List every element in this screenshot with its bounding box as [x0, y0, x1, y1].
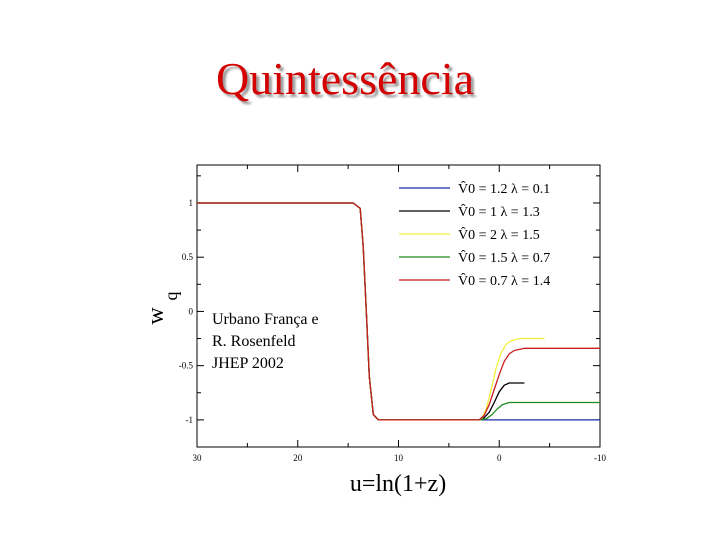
- legend: V̂0 = 1.2 λ = 0.1 V̂0 = 1 λ = 1.3 V̂0 = 2 …: [399, 180, 550, 289]
- x-tick-label: 30: [193, 453, 203, 463]
- tick-labels: 30 20 10 0 -10 1 0.5 0 -0.5 -1: [179, 198, 607, 463]
- x-tick-label: 20: [293, 453, 303, 463]
- legend-label-1: V̂0 = 1.2 λ = 0.1: [458, 180, 550, 197]
- y-axis-label-w: w: [143, 307, 169, 325]
- y-tick-label: 0.5: [182, 252, 194, 262]
- y-axis-label-q: q: [161, 292, 181, 301]
- legend-label-5: V̂0 = 0.7 λ = 1.4: [458, 272, 550, 289]
- x-tick-label: 10: [394, 453, 404, 463]
- legend-label-4: V̂0 = 1.5 λ = 0.7: [458, 249, 550, 266]
- y-tick-label: -1: [186, 415, 194, 425]
- x-tick-label: -10: [594, 453, 606, 463]
- slide-title: Quintessência: [215, 53, 475, 104]
- series-line-5: [197, 202, 600, 421]
- legend-label-3: V̂0 = 2 λ = 1.5: [458, 226, 540, 243]
- note-line-2: R. Rosenfeld: [212, 333, 296, 350]
- note-line-1: Urbano França e: [212, 311, 319, 328]
- note-line-3: JHEP 2002: [212, 355, 284, 372]
- y-tick-label: -0.5: [179, 361, 194, 371]
- y-tick-label: 1: [189, 198, 194, 208]
- x-tick-label: 0: [497, 453, 502, 463]
- y-tick-label: 0: [189, 306, 194, 316]
- x-axis-label: u=ln(1+z): [350, 471, 446, 497]
- legend-label-2: V̂0 = 1 λ = 1.3: [458, 203, 540, 220]
- series-lines: [197, 202, 600, 421]
